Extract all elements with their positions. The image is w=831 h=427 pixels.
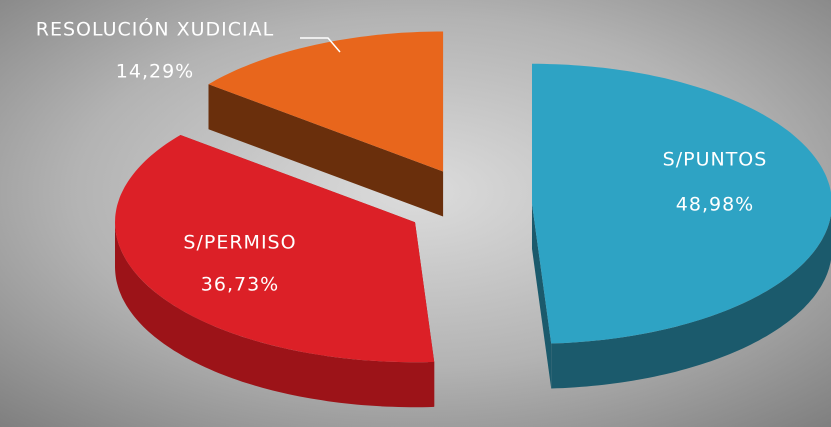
pie	[115, 31, 831, 408]
slice-value-label: 14,29%	[116, 61, 194, 83]
leader-line	[300, 37, 341, 53]
slice-value-label: 36,73%	[201, 274, 279, 296]
slice-side	[115, 222, 435, 408]
slice	[532, 63, 831, 344]
slice-side	[532, 203, 552, 389]
slice-value-label: 48,98%	[676, 194, 754, 216]
slice-label: RESOLUCIÓN XUDICIAL	[36, 17, 274, 41]
slice-side	[208, 84, 444, 217]
labels: S/PUNTOS 48,98% S/PERMISO 36,73% RESOLUCIÓN …	[36, 17, 768, 296]
slice-label: S/PUNTOS	[663, 149, 768, 171]
slice-label: S/PERMISO	[183, 232, 296, 254]
slice	[208, 31, 444, 172]
slice	[115, 135, 435, 363]
slice-side	[551, 214, 831, 389]
